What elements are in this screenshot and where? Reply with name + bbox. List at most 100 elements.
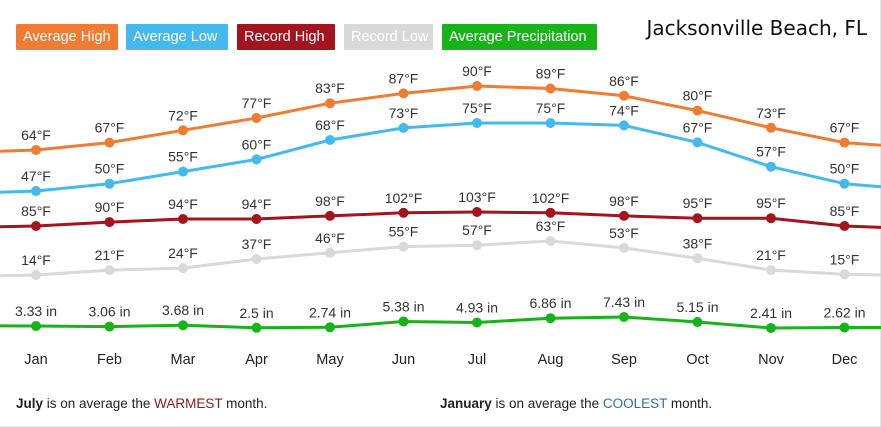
point-average-high-oct[interactable] bbox=[692, 105, 703, 116]
point-record-high-sep[interactable] bbox=[619, 210, 629, 221]
series-line-average-low bbox=[0, 121, 881, 194]
point-record-low-apr[interactable] bbox=[251, 254, 262, 264]
point-record-low-aug[interactable] bbox=[545, 236, 556, 246]
point-record-low-dec[interactable] bbox=[839, 269, 850, 280]
x-tick-label-sep: Sep bbox=[611, 352, 637, 368]
data-label-average-high-sep: 86°F bbox=[609, 73, 639, 89]
legend-record-high[interactable]: Record High bbox=[237, 24, 335, 50]
point-average-precipitation-may[interactable] bbox=[325, 322, 335, 333]
data-label-average-precipitation-feb: 3.06 in bbox=[88, 304, 130, 320]
warmest-month-note: July is on average the WARMEST month. bbox=[16, 396, 267, 411]
legend-average-high[interactable]: Average High bbox=[16, 24, 118, 50]
point-average-precipitation-mar[interactable] bbox=[178, 320, 188, 331]
point-record-high-mar[interactable] bbox=[178, 214, 188, 224]
series-points bbox=[31, 81, 850, 333]
point-average-low-feb[interactable] bbox=[104, 178, 115, 189]
point-average-precipitation-oct[interactable] bbox=[692, 317, 703, 327]
point-record-low-nov[interactable] bbox=[766, 265, 776, 276]
point-record-high-nov[interactable] bbox=[766, 213, 776, 224]
point-record-high-feb[interactable] bbox=[104, 217, 115, 228]
point-average-precipitation-jul[interactable] bbox=[472, 317, 482, 328]
point-record-high-jul[interactable] bbox=[472, 207, 482, 217]
point-average-precipitation-jan[interactable] bbox=[31, 321, 41, 331]
data-label-average-high-aug: 89°F bbox=[536, 66, 566, 82]
point-record-low-feb[interactable] bbox=[104, 265, 115, 276]
data-label-record-low-oct: 38°F bbox=[683, 235, 713, 251]
point-average-precipitation-aug[interactable] bbox=[545, 313, 556, 324]
point-record-low-jun[interactable] bbox=[398, 241, 409, 252]
point-average-precipitation-jun[interactable] bbox=[398, 316, 409, 327]
data-label-record-low-apr: 37°F bbox=[242, 236, 272, 252]
point-average-high-sep[interactable] bbox=[619, 90, 629, 101]
point-average-high-apr[interactable] bbox=[251, 113, 262, 123]
data-label-average-precipitation-jul: 4.93 in bbox=[456, 300, 498, 316]
coolest-month: January bbox=[440, 396, 492, 411]
point-average-low-dec[interactable] bbox=[839, 178, 850, 189]
point-average-precipitation-apr[interactable] bbox=[251, 322, 262, 333]
data-label-record-high-feb: 90°F bbox=[95, 199, 125, 215]
point-record-high-dec[interactable] bbox=[839, 221, 850, 231]
point-average-high-nov[interactable] bbox=[766, 122, 776, 133]
point-average-precipitation-nov[interactable] bbox=[766, 323, 776, 333]
point-record-high-aug[interactable] bbox=[545, 207, 556, 218]
point-average-low-may[interactable] bbox=[325, 135, 335, 145]
data-label-record-high-may: 98°F bbox=[315, 193, 345, 209]
point-average-low-sep[interactable] bbox=[619, 120, 629, 131]
point-average-high-aug[interactable] bbox=[545, 83, 556, 94]
point-average-high-jan[interactable] bbox=[31, 145, 41, 155]
data-label-average-high-dec: 67°F bbox=[830, 120, 860, 136]
legend-record-low[interactable]: Record Low bbox=[344, 24, 433, 50]
x-tick-label-may: May bbox=[316, 352, 344, 368]
data-label-record-high-mar: 94°F bbox=[168, 196, 198, 212]
data-label-record-low-may: 46°F bbox=[315, 230, 345, 246]
data-labels: 64°F 67°F 72°F 77°F 83°F 87°F 90°F 89°F 86°F 80°F… bbox=[15, 63, 866, 321]
legend-average-low[interactable]: Average Low bbox=[126, 24, 228, 50]
point-record-low-jul[interactable] bbox=[472, 240, 482, 251]
legend-average-precipitation[interactable]: Average Precipitation bbox=[442, 24, 597, 50]
point-average-precipitation-feb[interactable] bbox=[104, 321, 115, 332]
point-average-low-oct[interactable] bbox=[692, 137, 703, 148]
point-record-high-oct[interactable] bbox=[692, 213, 703, 224]
point-record-low-oct[interactable] bbox=[692, 253, 703, 264]
data-label-record-high-aug: 102°F bbox=[532, 190, 570, 206]
data-label-record-low-dec: 15°F bbox=[830, 251, 860, 267]
x-tick-label-apr: Apr bbox=[245, 352, 268, 368]
coolest-month-note: January is on average the COOLEST month. bbox=[440, 396, 712, 411]
point-average-low-mar[interactable] bbox=[178, 166, 188, 177]
coolest-word: COOLEST bbox=[602, 396, 668, 411]
point-record-high-apr[interactable] bbox=[251, 214, 262, 224]
data-label-record-high-oct: 95°F bbox=[683, 195, 713, 211]
point-average-low-apr[interactable] bbox=[251, 154, 262, 165]
point-average-high-may[interactable] bbox=[325, 98, 335, 109]
point-average-high-dec[interactable] bbox=[839, 137, 850, 148]
point-average-precipitation-sep[interactable] bbox=[619, 312, 629, 322]
data-label-average-low-jun: 73°F bbox=[389, 105, 419, 121]
point-average-low-jun[interactable] bbox=[398, 122, 409, 133]
point-record-high-jan[interactable] bbox=[31, 221, 41, 231]
data-label-average-low-sep: 74°F bbox=[609, 102, 639, 118]
warmest-text-2: month. bbox=[222, 396, 268, 411]
point-record-low-may[interactable] bbox=[325, 247, 335, 258]
point-record-high-jun[interactable] bbox=[398, 207, 409, 218]
warmest-word: WARMEST bbox=[154, 396, 223, 411]
point-average-low-jul[interactable] bbox=[472, 118, 482, 128]
point-average-precipitation-dec[interactable] bbox=[839, 322, 850, 333]
point-average-high-mar[interactable] bbox=[178, 125, 188, 136]
point-average-low-nov[interactable] bbox=[766, 161, 776, 172]
point-average-high-jul[interactable] bbox=[472, 81, 482, 91]
point-average-high-feb[interactable] bbox=[104, 137, 115, 148]
point-average-low-aug[interactable] bbox=[545, 118, 556, 128]
point-average-high-jun[interactable] bbox=[398, 88, 409, 99]
point-record-low-jan[interactable] bbox=[31, 270, 41, 280]
series-line-record-low bbox=[0, 239, 881, 278]
data-label-average-precipitation-oct: 5.15 in bbox=[676, 299, 718, 315]
point-record-low-sep[interactable] bbox=[619, 242, 629, 253]
data-label-average-low-mar: 55°F bbox=[168, 149, 198, 165]
series-line-average-precipitation bbox=[0, 315, 881, 330]
data-label-average-high-apr: 77°F bbox=[242, 95, 272, 111]
point-record-low-mar[interactable] bbox=[178, 263, 188, 274]
data-label-average-low-aug: 75°F bbox=[536, 100, 566, 116]
point-record-high-may[interactable] bbox=[325, 210, 335, 221]
point-average-low-jan[interactable] bbox=[31, 186, 41, 196]
